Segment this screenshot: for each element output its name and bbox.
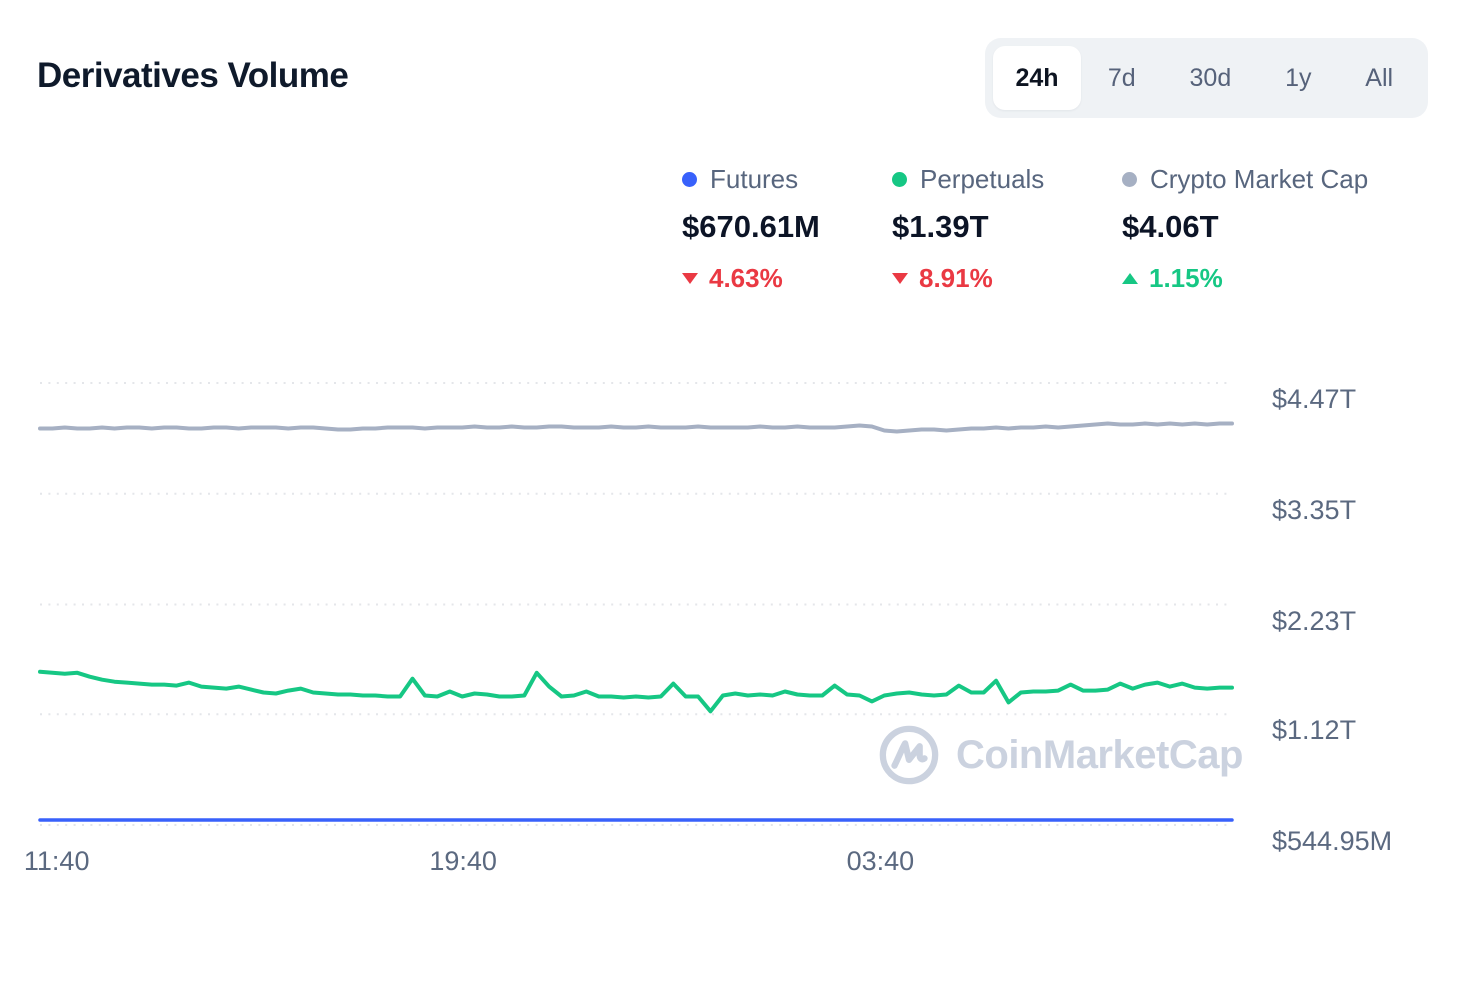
legend-value: $670.61M — [682, 209, 820, 244]
change-percent: 4.63% — [709, 263, 783, 293]
futures-series-dot-icon — [682, 171, 697, 187]
legend-value: $1.39T — [892, 209, 989, 244]
range-tab-1y[interactable]: 1y — [1258, 46, 1338, 110]
legend-change: 8.91% — [892, 263, 1122, 294]
y-axis-tick: $2.23T — [1272, 605, 1357, 636]
range-tab-24h[interactable]: 24h — [993, 46, 1081, 110]
change-percent: 1.15% — [1149, 263, 1223, 293]
market-cap-series-dot-icon — [1122, 171, 1137, 187]
range-tab-30d[interactable]: 30d — [1163, 46, 1259, 110]
chart-legend: Futures $670.61M 4.63% Perpetuals $1.39T… — [682, 163, 1368, 294]
x-axis-tick: 19:40 — [429, 846, 497, 876]
page-title: Derivatives Volume — [37, 56, 349, 95]
legend-label: Perpetuals — [920, 163, 1045, 194]
legend-change: 4.63% — [682, 263, 892, 294]
change-percent: 8.91% — [919, 263, 993, 293]
range-tab-7d[interactable]: 7d — [1081, 46, 1163, 110]
y-axis-tick: $3.35T — [1272, 494, 1357, 525]
change-arrow-icon — [892, 273, 908, 284]
change-arrow-icon — [682, 273, 698, 284]
legend-change: 1.15% — [1122, 263, 1368, 294]
time-range-selector: 24h 7d 30d 1y All — [985, 38, 1428, 118]
y-axis-tick: $544.95M — [1272, 826, 1393, 856]
legend-value: $4.06T — [1122, 209, 1219, 244]
legend-item-futures[interactable]: Futures $670.61M 4.63% — [682, 163, 892, 294]
y-axis-tick: $1.12T — [1272, 715, 1357, 746]
y-axis-tick: $4.47T — [1272, 384, 1357, 414]
chart-canvas[interactable] — [38, 360, 1234, 830]
change-arrow-icon — [1122, 273, 1138, 284]
legend-label: Crypto Market Cap — [1150, 163, 1369, 194]
x-axis-tick: 03:40 — [846, 846, 915, 876]
perpetuals-series-dot-icon — [892, 171, 907, 187]
legend-label: Futures — [710, 163, 799, 194]
legend-item-crypto-market-cap[interactable]: Crypto Market Cap $4.06T 1.15% — [1122, 163, 1368, 294]
legend-item-perpetuals[interactable]: Perpetuals $1.39T 8.91% — [892, 163, 1122, 294]
range-tab-all[interactable]: All — [1338, 46, 1420, 110]
x-axis-tick: 11:40 — [23, 846, 90, 876]
